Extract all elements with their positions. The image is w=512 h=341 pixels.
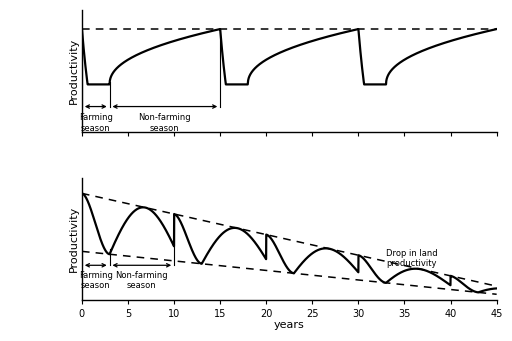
Text: Non-farming
season: Non-farming season xyxy=(139,113,191,133)
Text: Drop in land
productivity: Drop in land productivity xyxy=(386,249,438,268)
Text: Farming
season: Farming season xyxy=(79,271,113,291)
Y-axis label: Productivity: Productivity xyxy=(69,206,79,272)
X-axis label: years: years xyxy=(274,321,305,330)
Y-axis label: Productivity: Productivity xyxy=(69,38,79,104)
Text: Non-farming
season: Non-farming season xyxy=(116,271,168,291)
Text: Farming
season: Farming season xyxy=(79,113,113,133)
